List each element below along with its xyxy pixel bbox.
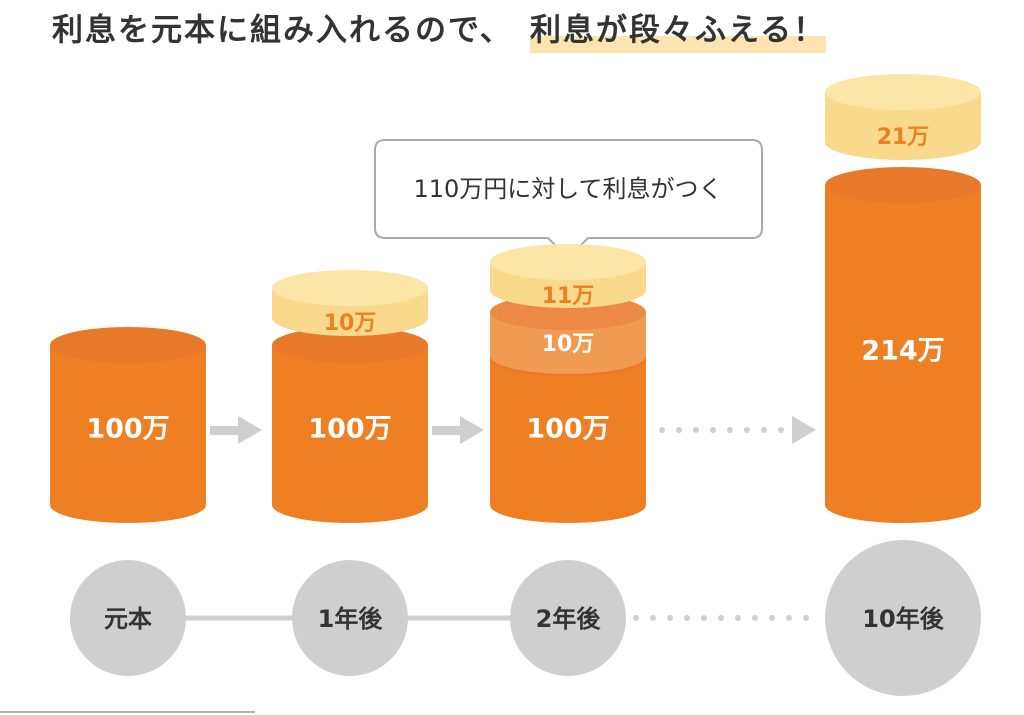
cylinder-top [825, 74, 981, 110]
stage-label: 10年後 [862, 605, 944, 633]
cylinder-top [272, 327, 428, 363]
stage-circle [510, 560, 626, 676]
segment-label: 10万 [542, 332, 595, 357]
title-highlight [530, 36, 826, 53]
callout-text: 110万円に対して利息がつく [413, 175, 722, 203]
segment-label: 11万 [542, 284, 595, 309]
segment-label: 10万 [324, 311, 377, 336]
stage-circle [70, 560, 186, 676]
stage-circle [825, 540, 981, 696]
stage-circle [292, 560, 408, 676]
cylinder-body [825, 92, 981, 160]
column: 100万 [50, 327, 206, 523]
cylinder-top [272, 270, 428, 306]
cylinder-top [490, 244, 646, 280]
segment-label: 21万 [877, 125, 930, 150]
cylinder-body [825, 185, 981, 523]
cylinder-body [272, 345, 428, 523]
column: 100万 10万 11万 [490, 244, 646, 523]
stage-label: 元本 [104, 605, 152, 633]
segment-label: 100万 [526, 414, 609, 445]
column: 214万 21万 [825, 74, 981, 523]
column: 100万 10万 [272, 270, 428, 523]
title: 利息を元本に組み入れるので、 [52, 13, 513, 49]
stage-label: 2年後 [536, 605, 602, 633]
cylinder-body [50, 345, 206, 523]
stage-label: 1年後 [318, 605, 384, 633]
segment-label: 100万 [308, 414, 391, 445]
title-highlighted: 利息が段々ふえる！ [530, 13, 826, 49]
arrows [210, 416, 816, 444]
cylinder-top [50, 327, 206, 363]
segment-label: 100万 [86, 414, 169, 445]
cylinder-body [490, 358, 646, 523]
cylinder-top [825, 167, 981, 203]
segment-label: 214万 [861, 336, 944, 367]
